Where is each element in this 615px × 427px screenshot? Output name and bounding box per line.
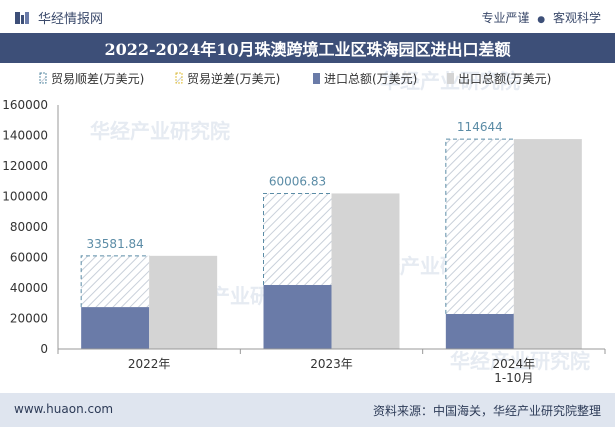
data-label: 60006.83	[269, 174, 326, 188]
surplus-bar	[81, 255, 150, 308]
footer-website: www.huaon.com	[14, 402, 114, 416]
x-tick-label-line: 2024年	[493, 357, 536, 371]
export-bar	[149, 255, 218, 349]
x-tick-label-line: 2022年	[128, 357, 171, 371]
surplus-bar-outline	[80, 255, 150, 308]
export-bar	[513, 139, 582, 349]
y-tick-label: 0	[40, 342, 48, 356]
tagline-right: 客观科学	[552, 11, 601, 25]
surplus-bar	[445, 139, 514, 314]
legend-label: 进口总额(万美元)	[324, 72, 417, 86]
surplus-bar-outline	[263, 192, 332, 285]
surplus-bar-outline	[445, 138, 514, 314]
y-tick-label: 40000	[10, 281, 48, 295]
watermark-text: 华经产业研究院	[90, 119, 230, 143]
y-tick-label: 140000	[2, 129, 48, 143]
brand: 华经情报网	[14, 8, 103, 27]
data-label: 114644	[457, 120, 503, 134]
surplus-bar	[263, 193, 332, 285]
legend-swatch-0	[39, 72, 47, 84]
legend-swatch-3	[447, 73, 454, 84]
y-tick-label: 160000	[2, 98, 48, 112]
footer: www.huaon.com 资料来源：中国海关，华经产业研究院整理	[0, 393, 615, 427]
y-tick-label: 60000	[10, 251, 48, 265]
chart: 华经产业研究院华经产业研究院华经产业研究院华经产业研究院华经产业研究院 贸易顺差…	[2, 69, 606, 385]
y-tick-label: 80000	[10, 220, 48, 234]
logo-icon	[15, 11, 29, 24]
tagline-left: 专业严谨	[481, 11, 530, 25]
x-tick-label: 2024年 1-10月	[493, 357, 536, 385]
footer-source: 资料来源：中国海关，华经产业研究院整理	[372, 404, 601, 418]
y-tick-label: 20000	[10, 312, 48, 326]
legend-label: 出口总额(万美元)	[458, 72, 551, 86]
chart-title: 2022-2024年10月珠澳跨境工业区珠海园区进出口差额	[0, 33, 615, 63]
import-bar	[81, 307, 150, 349]
bars: 33581.84 60006.83 114644	[80, 120, 582, 349]
y-axis: 0 20000 40000 60000 80000 100000 120000 140000 1…	[2, 98, 59, 356]
watermark-text: 华经产业研究院	[450, 349, 590, 373]
tagline-separator: ●	[537, 15, 546, 25]
legend-swatch-2	[313, 73, 320, 84]
import-bar	[445, 313, 514, 349]
import-bar	[263, 284, 332, 349]
export-bar	[331, 193, 400, 349]
legend-swatch-1	[175, 72, 183, 84]
tagline: 专业严谨 ● 客观科学	[481, 9, 601, 26]
y-tick-label: 100000	[2, 190, 48, 204]
top-bar: 华经情报网 专业严谨 ● 客观科学	[0, 0, 615, 33]
x-tick-label-line: 2023年	[310, 357, 353, 371]
x-tick-label-line: 1-10月	[494, 371, 533, 385]
legend-label: 贸易顺差(万美元)	[51, 72, 144, 86]
data-label: 33581.84	[87, 237, 144, 251]
legend-label: 贸易逆差(万美元)	[187, 71, 280, 86]
x-tick-label: 2023年	[310, 357, 353, 371]
x-axis: 2022年 2023年 2024年 1-10月	[57, 348, 606, 385]
x-tick-label: 2022年	[128, 357, 171, 371]
brand-name: 华经情报网	[38, 12, 104, 27]
legend: 贸易顺差(万美元) 贸易逆差(万美元) 进口总额(万美元) 出口总额(万美元)	[39, 71, 551, 86]
y-tick-label: 120000	[2, 159, 48, 173]
